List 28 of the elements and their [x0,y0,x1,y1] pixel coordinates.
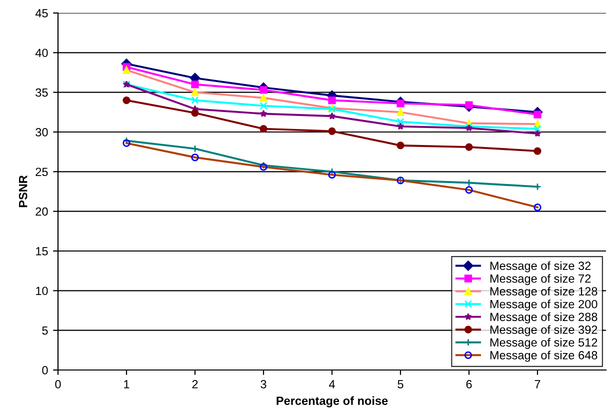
legend-label: Message of size 200 [490,300,598,311]
x-tick-label: 6 [466,380,472,388]
x-tick-label: 3 [260,380,266,388]
legend-label: Message of size 72 [490,274,591,286]
legend-label: Message of size 392 [490,325,598,336]
legend-label: Message of size 32 [490,261,591,272]
y-tick-label: 5 [42,326,48,335]
y-tick-label: 30 [36,128,48,136]
y-tick-label: 20 [36,207,48,216]
x-tick-label: 4 [328,380,335,388]
x-tick-label: 0 [55,380,61,388]
y-axis-title: PSNR [18,175,28,208]
x-tick-label: 5 [398,380,404,388]
y-tick-label: 45 [35,9,48,18]
y-tick-label: 40 [35,48,48,58]
y-tick-label: 10 [36,286,48,296]
legend-label: Message of size 288 [490,312,598,324]
legend-label: Message of size 512 [490,338,598,349]
y-tick-label: 25 [36,168,48,176]
x-tick-label: 1 [124,380,130,388]
x-axis-title: Percentage of noise [276,396,388,408]
legend-label: Message of size 648 [490,350,598,362]
y-tick-label: 15 [36,247,48,256]
y-tick-label: 0 [42,366,48,374]
y-tick-label: 35 [36,88,48,97]
x-tick-label: 7 [534,380,540,388]
x-tick-label: 2 [192,380,198,388]
legend-label: Message of size 128 [490,286,598,298]
